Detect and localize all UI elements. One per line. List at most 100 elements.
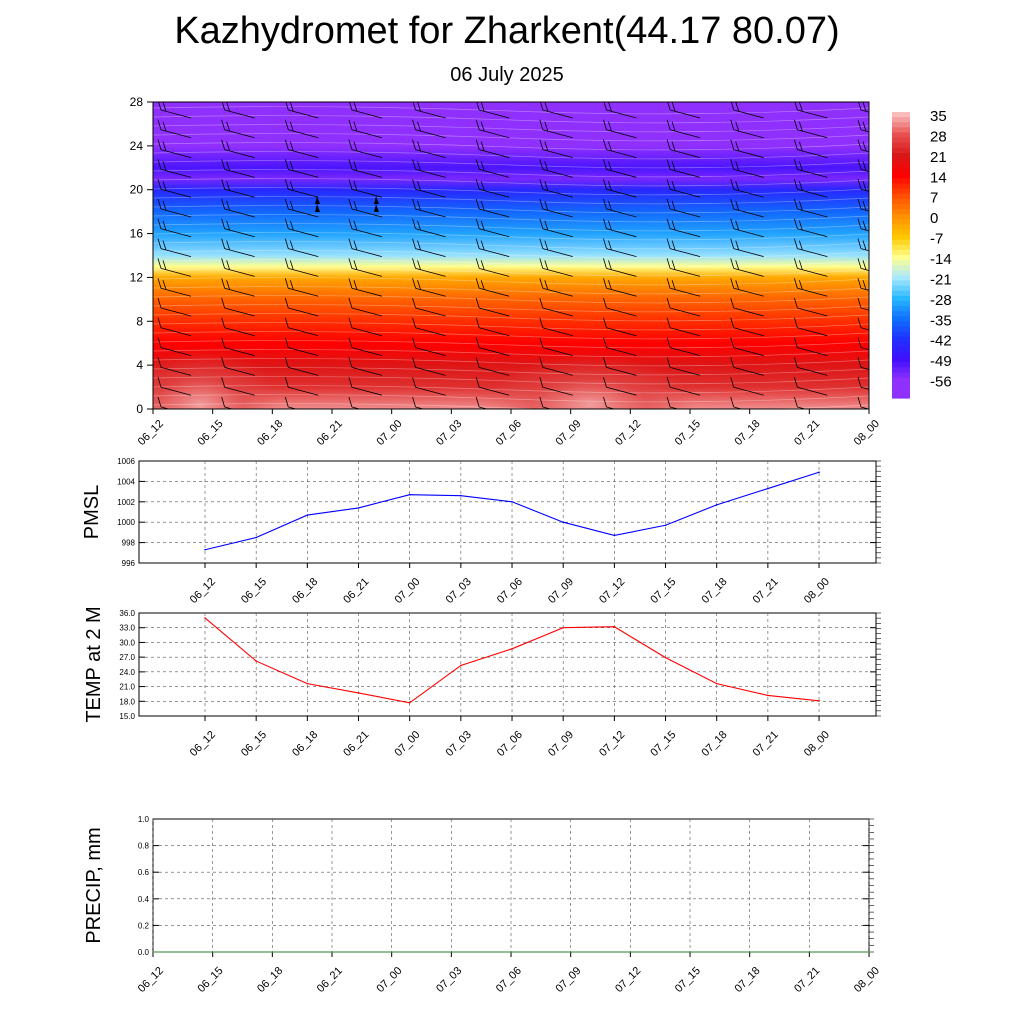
wind-barb-feather xyxy=(480,102,485,112)
wind-barb-staff xyxy=(224,268,255,277)
wind-barb-feather xyxy=(475,297,480,309)
wind-barb-feather xyxy=(857,139,862,150)
contour-line xyxy=(153,124,869,133)
wind-barb-feather xyxy=(289,220,294,231)
wind-barb-staff xyxy=(479,386,510,396)
wind-barb-feather xyxy=(608,102,612,112)
colorbar-swatch xyxy=(892,392,910,399)
y-tick-label: 21.0 xyxy=(119,683,135,692)
wind-barb-staff xyxy=(351,149,383,158)
wind-barb-staff xyxy=(288,347,319,356)
wind-barb-staff xyxy=(415,307,446,317)
wind-barb-staff xyxy=(797,208,828,218)
wind-barb-feather xyxy=(793,258,798,269)
wind-barb-staff xyxy=(224,386,255,396)
pmsl-panel: 996 998 1000 1002 1004 1006 06_12 06_15 06_18 06_… xyxy=(81,457,881,606)
wind-barb-feather xyxy=(730,377,735,388)
x-tick-label: 07_09 xyxy=(554,965,584,995)
wind-barb-staff xyxy=(797,109,828,119)
wind-barb-feather xyxy=(284,119,289,130)
colorbar-swatch xyxy=(892,260,910,266)
wind-barb-feather xyxy=(475,357,480,368)
wind-barb-staff xyxy=(733,228,764,238)
x-tick-label: 07_12 xyxy=(613,418,643,448)
wind-barb-feather xyxy=(730,198,735,210)
wind-barb-feather xyxy=(417,181,421,191)
colorbar-swatch xyxy=(892,300,910,307)
wind-barb-staff xyxy=(224,367,255,376)
data-point xyxy=(357,507,360,509)
wind-barb-staff xyxy=(160,386,192,396)
wind-barb-staff xyxy=(479,109,510,119)
colorbar-swatch xyxy=(892,265,910,271)
wind-barb-feather xyxy=(603,218,607,229)
wind-barb-staff xyxy=(351,347,383,356)
wind-barb-feather xyxy=(284,278,289,289)
wind-barb-feather xyxy=(157,139,162,150)
x-tick-label: 06_12 xyxy=(136,965,166,995)
wind-barb-feather xyxy=(862,200,867,211)
data-point xyxy=(306,514,309,516)
y-tick-label: 1006 xyxy=(117,457,135,466)
wind-barb-staff xyxy=(797,287,828,297)
data-point xyxy=(715,504,718,506)
colorbar-swatch xyxy=(892,352,910,358)
wind-barb-staff xyxy=(669,129,701,139)
contour-line xyxy=(153,295,869,304)
wind-pennant xyxy=(315,196,320,204)
x-tick-label: 06_12 xyxy=(188,576,218,606)
data-point xyxy=(767,487,769,490)
wind-barb-staff xyxy=(351,188,383,198)
wind-barb-feather xyxy=(221,337,226,348)
wind-barb-feather xyxy=(417,220,421,231)
x-tick-label: 07_03 xyxy=(434,965,464,995)
wind-barb-staff xyxy=(542,208,573,218)
wind-barb-feather xyxy=(417,260,421,270)
contour-line xyxy=(153,250,869,259)
wind-barb-feather xyxy=(608,121,612,132)
x-tick-label: 07_03 xyxy=(444,576,474,606)
wind-barb-feather xyxy=(221,258,226,269)
data-point xyxy=(715,682,718,685)
wind-barb-staff xyxy=(797,327,828,337)
y-tick-label: 30.0 xyxy=(119,638,135,647)
wind-barb-feather xyxy=(666,337,671,348)
wind-barb-feather xyxy=(539,218,544,229)
data-point xyxy=(511,648,513,650)
wind-barb-staff xyxy=(160,307,192,317)
wind-pennant xyxy=(374,196,379,204)
wind-barb-staff xyxy=(797,367,828,376)
wind-barb-feather xyxy=(412,396,416,408)
wind-barb-staff xyxy=(160,228,192,238)
x-tick-label: 07_18 xyxy=(700,576,730,606)
wind-barb-staff xyxy=(860,327,869,331)
wind-barb-feather xyxy=(671,220,676,231)
colorbar-swatch xyxy=(892,198,910,205)
wind-barb-feather xyxy=(412,337,416,348)
wind-barb-feather xyxy=(284,297,289,309)
colorbar-swatch xyxy=(892,326,910,333)
wind-barb-feather xyxy=(412,218,416,229)
wind-barb-feather xyxy=(735,161,740,171)
colorbar-swatch xyxy=(892,306,910,312)
wind-barb-staff xyxy=(351,208,383,218)
x-tick-label: 06_18 xyxy=(255,418,285,448)
wind-barb-feather xyxy=(221,297,226,309)
wind-barb-staff xyxy=(669,188,701,198)
wind-barb-feather xyxy=(603,139,607,150)
wind-barb-feather xyxy=(475,377,480,388)
wind-barb-feather xyxy=(475,119,480,130)
colorbar-swatch xyxy=(892,341,910,348)
wind-barb-feather xyxy=(544,220,549,231)
wind-barb-staff xyxy=(606,188,637,198)
wind-barb-staff xyxy=(669,307,701,317)
wind-barb-feather xyxy=(289,141,294,152)
wind-barb-staff xyxy=(224,149,255,158)
wind-barb-feather xyxy=(857,198,862,210)
wind-barb-feather xyxy=(348,377,353,388)
wind-barb-staff xyxy=(542,268,573,277)
x-tick-label: 07_03 xyxy=(434,418,464,448)
data-point xyxy=(306,682,309,685)
wind-barb-staff xyxy=(288,248,319,257)
